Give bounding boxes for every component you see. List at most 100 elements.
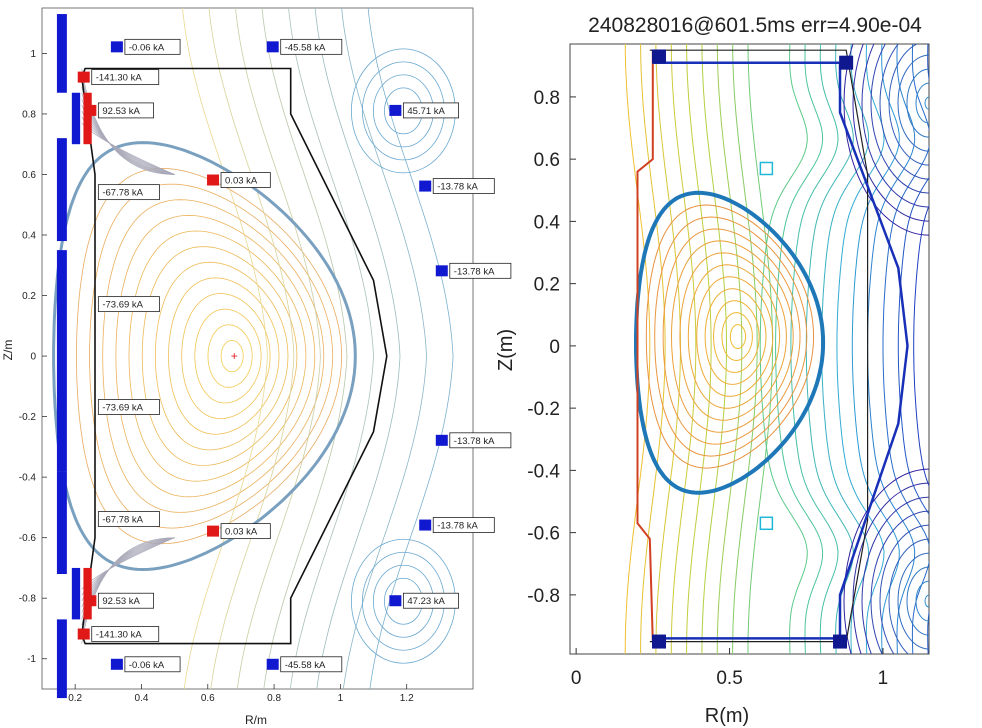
- left-coil-label-box: [402, 592, 459, 609]
- left-coil-current-label: -141.30 kA: [96, 630, 143, 641]
- right-divertor-plate: [651, 49, 666, 64]
- right-x-axis-label: R(m): [705, 705, 749, 727]
- left-core-contour: [141, 246, 298, 466]
- left-coil-label-box: [220, 523, 271, 540]
- right-coil-flux-ring: [906, 566, 929, 636]
- right-core-contour: [696, 276, 774, 397]
- left-core-contour: [168, 277, 280, 435]
- left-pf-coil: [266, 41, 279, 53]
- left-pf-coil: [389, 595, 402, 607]
- right-coil-flux-ring: [897, 54, 929, 152]
- right-y-tick-label: 0.4: [534, 212, 561, 233]
- right-open-contour: [640, 44, 666, 654]
- right-core-contour: [712, 300, 760, 373]
- right-coil-flux-ring: [924, 594, 929, 608]
- right-open-contour: [624, 44, 651, 654]
- left-coil-current-label: -0.06 kA: [129, 660, 165, 671]
- left-y-tick-label: 0: [30, 352, 36, 363]
- right-coil-flux-ring: [897, 552, 929, 650]
- left-coil-current-label: 0.03 kA: [225, 527, 258, 538]
- left-y-tick-label: -0.8: [19, 594, 37, 605]
- right-y-tick-label: -0.4: [527, 461, 560, 482]
- right-open-contour: [701, 44, 727, 654]
- left-coil-current-label: -67.78 kA: [102, 515, 143, 526]
- left-central-solenoid-segment: [56, 138, 67, 242]
- left-coils: [56, 14, 92, 699]
- left-coil-current-label: -73.69 kA: [102, 300, 143, 311]
- left-coil-current-label: 92.53 kA: [102, 106, 140, 117]
- right-core-contour: [679, 252, 787, 421]
- left-coil-label-box: [97, 184, 160, 201]
- right-first-wall: [652, 61, 909, 640]
- left-core-contour: [102, 199, 325, 513]
- left-coil-label-box: [280, 38, 343, 55]
- left-coil-label-box: [449, 262, 512, 279]
- left-coil-label-box: [97, 399, 160, 415]
- right-open-contour: [686, 44, 712, 654]
- right-coil-flux-ring: [924, 96, 929, 110]
- right-last-closed-flux-surface: [634, 190, 826, 495]
- right-y-tick-label: -0.8: [527, 586, 560, 607]
- right-open-contour: [732, 44, 758, 654]
- left-open-contour: [235, 8, 321, 689]
- right-open-contour: [836, 44, 885, 654]
- right-y-tick-label: -0.6: [527, 524, 560, 545]
- left-coil-label-box: [449, 432, 512, 449]
- left-pf-coil: [84, 595, 97, 607]
- left-y-tick-label: 0.4: [22, 231, 36, 242]
- right-vessel-outline: [649, 49, 869, 643]
- left-coil-current-label: -45.58 kA: [285, 660, 326, 671]
- right-y-tick-label: 0: [549, 337, 560, 358]
- left-y-tick-label: -0.2: [19, 412, 37, 423]
- left-coil-current-label: -0.06 kA: [129, 42, 165, 53]
- right-coil-flux-ring: [915, 82, 929, 124]
- left-coil-label-box: [91, 626, 160, 642]
- right-core-contour: [687, 264, 781, 409]
- left-pf-coil: [84, 104, 97, 116]
- right-coil-flux-ring: [870, 510, 929, 654]
- left-coil-current-label: 45.71 kA: [407, 106, 445, 117]
- right-core-contour: [670, 240, 794, 433]
- right-coil-flux-ring: [888, 44, 929, 166]
- right-y-tick-label: 0.8: [534, 88, 560, 109]
- left-pf-coil: [207, 174, 220, 186]
- right-coil-flux-ring: [915, 580, 929, 622]
- right-open-contour: [716, 44, 743, 654]
- left-core-contour: [115, 214, 316, 498]
- left-x-axis-label: R/m: [245, 713, 267, 727]
- left-central-solenoid-segment: [56, 14, 67, 93]
- right-coil-flux-ring: [843, 44, 929, 236]
- left-pf-coil: [77, 71, 90, 83]
- left-plot-area: [41, 7, 474, 690]
- left-open-contour: [314, 8, 401, 689]
- left-coil-current-label: -13.78 kA: [454, 266, 495, 277]
- right-coil-flux-ring: [852, 44, 929, 222]
- right-probe-marker: [759, 161, 774, 176]
- left-y-tick-label: -0.4: [19, 473, 37, 484]
- right-open-contour: [882, 44, 929, 654]
- right-vessel-wall: [636, 49, 909, 649]
- right-coil-flux-ring: [888, 538, 929, 654]
- right-x-tick-label: 0: [571, 668, 582, 689]
- right-core-contour: [704, 288, 767, 385]
- left-coil-label-box: [220, 172, 271, 188]
- left-coil-label-box: [124, 38, 181, 55]
- left-divertor-coil: [83, 567, 92, 620]
- left-coil-label-box: [97, 511, 160, 527]
- left-y-tick-label: 0.8: [22, 109, 36, 120]
- left-vessel-wall: [80, 67, 388, 645]
- right-coil-flux-ring: [870, 44, 929, 194]
- right-flux-contours: [624, 44, 929, 654]
- left-core-contour: [154, 261, 289, 451]
- left-y-axis-label: Z/m: [1, 340, 15, 361]
- right-coil-flux-ring: [843, 468, 929, 654]
- left-coil-current-label: -13.78 kA: [437, 521, 478, 532]
- left-open-contour: [288, 8, 374, 689]
- right-open-contour: [790, 44, 839, 654]
- right-open-contour: [670, 44, 697, 654]
- left-pf-coil: [389, 104, 402, 116]
- left-y-tick-label: -0.6: [19, 533, 37, 544]
- right-open-contour: [759, 44, 808, 654]
- right-open-contour: [897, 44, 929, 654]
- left-pf-coil: [435, 434, 448, 446]
